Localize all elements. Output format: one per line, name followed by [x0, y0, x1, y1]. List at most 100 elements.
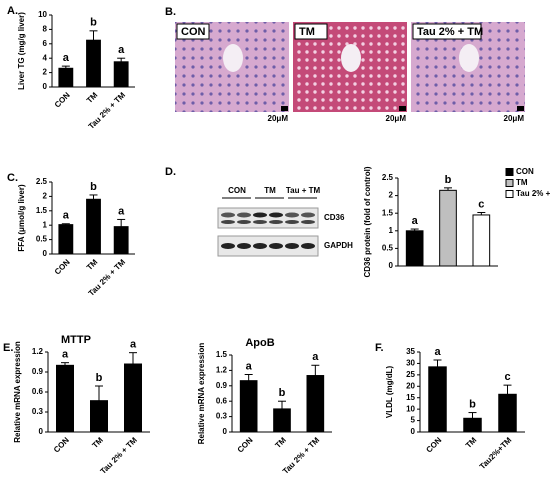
y-tick-label: 35 [406, 347, 415, 356]
bar [428, 366, 447, 433]
significance-letter: a [118, 44, 125, 56]
label-box [412, 23, 482, 40]
scale-bar [399, 106, 406, 111]
y-tick-label: 2 [43, 192, 48, 201]
chart-title: ApoB [245, 337, 274, 349]
panel-label: F. [375, 342, 384, 354]
x-tick-label: Tau2%+TM [478, 435, 514, 471]
significance-letter: a [312, 351, 319, 363]
band [269, 220, 283, 224]
x-tick-label: TM [85, 257, 100, 272]
x-tick-label: CON [53, 257, 72, 276]
significance-letter: a [412, 215, 419, 227]
y-tick-label: 0.3 [216, 412, 228, 421]
significance-letter: a [63, 52, 70, 64]
y-tick-label: 0.6 [216, 396, 228, 405]
band [269, 243, 283, 249]
vessel [459, 44, 479, 72]
panel-label: C. [7, 172, 18, 184]
blot-group: TM [264, 186, 276, 195]
band [253, 220, 267, 224]
bar [58, 67, 74, 88]
y-tick-label: 20 [406, 381, 415, 390]
x-tick-label: CON [424, 435, 443, 454]
significance-letter: b [469, 398, 476, 410]
bar [239, 380, 258, 433]
scale-label: 20μM [268, 114, 289, 123]
panel-label: A. [7, 5, 18, 17]
bar [472, 214, 491, 267]
x-tick-label: CON [52, 435, 71, 454]
bar [306, 375, 325, 433]
band [237, 220, 251, 224]
significance-letter: a [434, 346, 441, 358]
scale-bar [281, 106, 288, 111]
y-tick-label: 2.5 [36, 177, 48, 186]
y-tick-label: 2 [389, 191, 394, 200]
bar [405, 230, 424, 267]
legend-swatch [505, 179, 514, 187]
bar [273, 408, 291, 433]
y-tick-label: 0 [223, 427, 228, 436]
blot-group: CON [228, 186, 246, 195]
bar [86, 198, 101, 255]
y-tick-label: 1.5 [36, 206, 48, 215]
band [253, 243, 267, 249]
significance-letter: b [279, 387, 286, 399]
image-label: TM [299, 26, 315, 38]
blot-group: Tau + TM [286, 186, 321, 195]
bar [90, 400, 108, 433]
scale-label: 20μM [386, 114, 407, 123]
y-tick-label: 4 [43, 53, 48, 62]
y-tick-label: 15 [406, 393, 415, 402]
y-tick-label: 2.5 [382, 173, 394, 182]
band-label: GAPDH [324, 241, 353, 250]
y-tick-label: 1.5 [216, 350, 228, 359]
y-tick-label: 0 [389, 261, 394, 270]
panel-label: D. [165, 166, 176, 178]
y-tick-label: 6 [43, 39, 48, 48]
significance-letter: c [478, 198, 484, 210]
band [269, 212, 283, 218]
band [253, 212, 267, 218]
y-tick-label: 5 [411, 416, 416, 425]
y-tick-label: 0 [39, 427, 44, 436]
y-tick-label: 0 [411, 427, 416, 436]
band [285, 212, 299, 218]
y-tick-label: 1 [389, 226, 394, 235]
x-tick-label: TM [90, 435, 105, 450]
significance-letter: b [90, 181, 97, 193]
legend-label: Tau 2% + TM [516, 189, 550, 198]
x-tick-label: Tau 2% + TM [99, 435, 140, 476]
band [237, 212, 251, 218]
y-axis-label: Relative mRNA expression [13, 341, 22, 443]
y-tick-label: 0 [43, 82, 48, 91]
image-label: Tau 2% + TM [417, 26, 483, 38]
y-tick-label: 2 [43, 68, 48, 77]
y-tick-label: 1.2 [32, 347, 44, 356]
y-tick-label: 1.5 [382, 208, 394, 217]
y-axis-label: VLDL (mg/dL) [385, 366, 394, 419]
significance-letter: a [63, 210, 70, 222]
y-axis-label: Liver TG (mg/g liver) [17, 12, 26, 90]
significance-letter: a [62, 349, 69, 361]
legend-label: TM [516, 178, 528, 187]
image-label: CON [181, 26, 206, 38]
scale-bar [517, 106, 524, 111]
band [301, 243, 315, 249]
significance-letter: a [246, 360, 253, 372]
band [285, 220, 299, 224]
significance-letter: b [445, 174, 452, 186]
bar [124, 363, 142, 433]
x-tick-label: CON [236, 435, 255, 454]
y-axis-label: CD36 protein (fold of control) [363, 166, 372, 277]
bar [439, 189, 457, 267]
band [221, 243, 235, 249]
x-tick-label: TM [273, 435, 288, 450]
y-tick-label: 0.9 [32, 367, 44, 376]
band-label: CD36 [324, 213, 345, 222]
bar [498, 393, 517, 433]
y-tick-label: 1.2 [216, 366, 228, 375]
y-tick-label: 0.5 [36, 235, 48, 244]
